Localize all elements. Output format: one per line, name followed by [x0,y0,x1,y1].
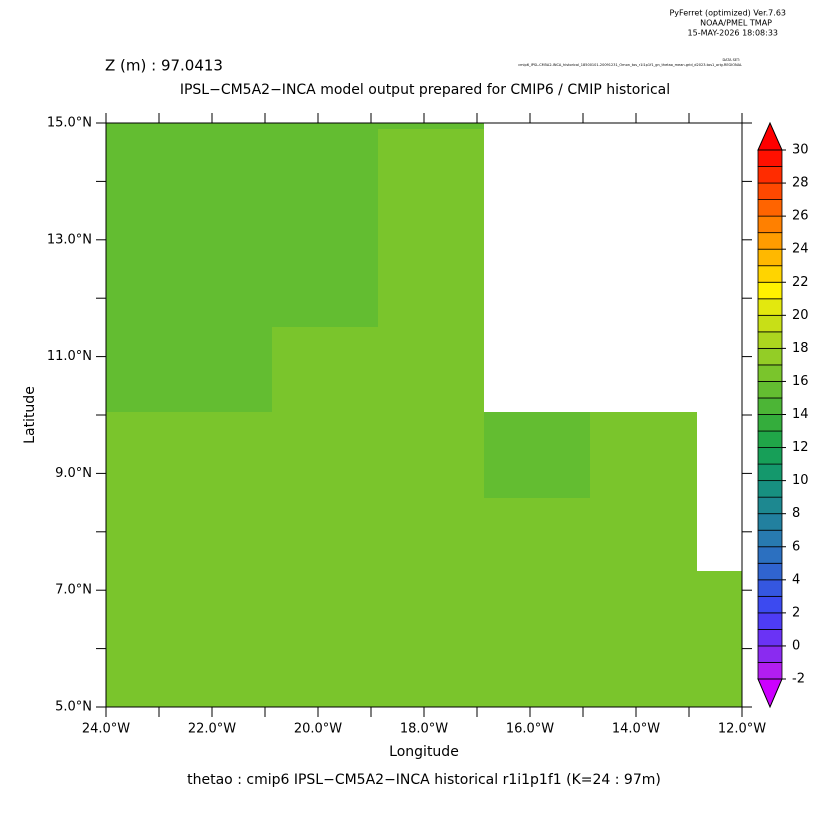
colorbar-band [757,298,783,316]
header-line: NOAA/PMEL TMAP [700,19,772,28]
grid-cell [377,128,484,708]
x-tick-label: 22.0°W [188,722,236,737]
colorbar-tick-label: 4 [792,572,800,587]
colorbar-tick-label: 18 [792,341,809,356]
x-axis-label: Longitude [389,744,459,760]
colorbar-tick-label: 6 [792,539,800,554]
x-tick-label: 24.0°W [82,722,130,737]
y-tick-label: 15.0°N [47,116,92,131]
y-tick-label: 7.0°N [55,583,92,598]
colorbar-band [757,414,783,432]
x-tick-label: 16.0°W [506,722,554,737]
colorbar-band [757,629,783,647]
colorbar-band [757,546,783,564]
grid-cell [483,412,590,498]
y-tick-label: 9.0°N [55,466,92,481]
colorbar-tick-label: 0 [792,638,800,653]
colorbar-tick-label: 28 [792,176,809,191]
colorbar-band [757,232,783,250]
colorbar-tick-label: 10 [792,473,809,488]
grid-cell [589,412,697,707]
grid-cell [106,412,272,707]
colorbar-band [757,314,783,333]
colorbar-band [757,447,783,465]
colorbar-tick-label: -2 [792,672,805,687]
colorbar-tick-label: 14 [792,407,809,422]
chart-subtitle: IPSL−CM5A2−INCA model output prepared fo… [180,82,670,98]
x-tick-label: 14.0°W [612,722,660,737]
x-tick-label: 12.0°W [718,722,766,737]
y-tick-label: 13.0°N [47,232,92,247]
colorbar-band [757,463,783,482]
colorbar-band [757,199,783,217]
colorbar-band [757,381,783,399]
colorbar-band [757,331,783,349]
colorbar-band [757,215,783,234]
footer: thetao : cmip6 IPSL−CM5A2−INCA historica… [187,772,661,788]
colorbar-tick-label: 30 [792,143,809,158]
x-tick-label: 20.0°W [294,722,342,737]
colorbar-band [757,182,783,200]
colorbar-band [757,347,783,366]
grid-cell [483,497,590,707]
y-axis-label: Latitude [22,386,38,444]
colorbar-band [757,149,783,167]
colorbar-band [757,281,783,300]
header-line: PyFerret (optimized) Ver.7.63 [669,9,786,18]
grid-cell [377,123,484,129]
colorbar-band [757,397,783,415]
colorbar-band [757,645,783,663]
colorbar-tick-label: 26 [792,209,809,224]
colorbar-over [757,121,783,151]
colorbar-band [757,265,783,283]
grid-cell [696,570,742,707]
y-tick-label: 11.0°N [47,349,92,364]
x-tick-label: 18.0°W [400,722,448,737]
colorbar-tick-label: 12 [792,440,809,455]
colorbar-band [757,662,783,680]
colorbar-tick-label: 24 [792,242,809,257]
colorbar-under [757,678,783,709]
colorbar-tick-label: 2 [792,605,800,620]
colorbar-band [757,562,783,581]
colorbar-band [757,364,783,382]
grid-cell [271,326,378,707]
colorbar-band [757,166,783,184]
dataset-label: DATA SET: [723,58,741,62]
colorbar-band [757,529,783,548]
grid-cell [271,123,378,327]
y-tick-label: 5.0°N [55,700,92,715]
header-line: 15-MAY-2026 18:08:33 [688,29,778,38]
dataset-name: cmip6_IPSL-CM5A2-INCA_historical_1850010… [518,63,742,67]
colorbar-band [757,248,783,267]
chart-title: Z (m) : 97.0413 [105,57,223,75]
colorbar-band [757,480,783,498]
grid-cell [106,123,272,413]
colorbar-band [757,513,783,531]
colorbar-band [757,579,783,597]
colorbar-band [757,595,783,614]
colorbar-band [757,430,783,448]
colorbar-tick-label: 20 [792,308,809,323]
colorbar-tick-label: 8 [792,506,800,521]
colorbar-band [757,496,783,515]
colorbar-band [757,612,783,630]
colorbar-tick-label: 22 [792,275,809,290]
colorbar-tick-label: 16 [792,374,809,389]
